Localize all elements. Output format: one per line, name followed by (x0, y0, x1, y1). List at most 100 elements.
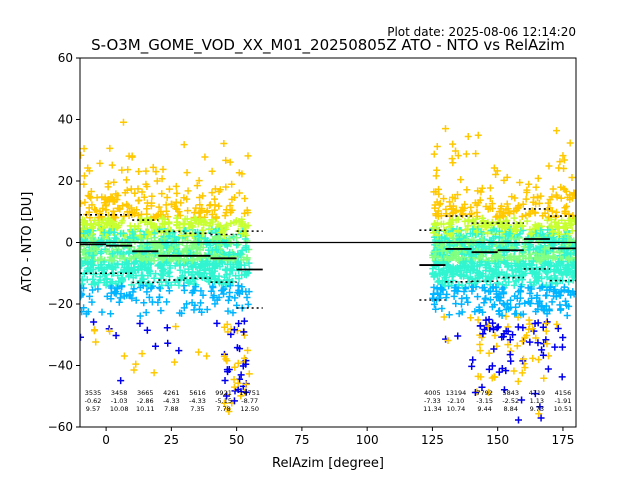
data-point (476, 253, 484, 261)
data-point (431, 204, 439, 212)
data-point (225, 251, 233, 259)
data-point (111, 213, 119, 221)
data-point (233, 234, 241, 242)
data-point (91, 216, 99, 224)
data-point (532, 200, 540, 208)
data-point (158, 281, 166, 289)
data-point (143, 182, 151, 190)
data-point (143, 326, 151, 334)
bin-mean: -0.62 (85, 397, 102, 405)
data-point (488, 200, 496, 208)
data-point (108, 284, 116, 292)
data-point (498, 240, 506, 248)
data-point (172, 323, 180, 331)
bin-count: 3458 (111, 389, 128, 397)
data-point (145, 293, 153, 301)
data-point (121, 266, 129, 274)
data-point (227, 453, 234, 460)
data-point (479, 330, 487, 338)
bin-std: 9.73 (530, 405, 544, 413)
data-point (218, 258, 226, 266)
data-point (556, 301, 564, 309)
data-point (116, 254, 124, 262)
data-point (153, 177, 161, 185)
data-point (192, 204, 200, 212)
data-point (519, 200, 527, 208)
data-point (473, 208, 481, 216)
data-point (221, 223, 229, 231)
data-point (225, 235, 233, 243)
data-point (104, 236, 112, 244)
data-point (528, 269, 536, 277)
data-point (434, 231, 442, 239)
data-point (524, 284, 532, 292)
data-point (119, 275, 127, 283)
data-point (432, 172, 440, 180)
data-point (193, 245, 201, 253)
data-point (542, 327, 550, 335)
data-point (80, 308, 86, 316)
data-point (206, 201, 214, 209)
data-point (518, 396, 526, 404)
data-point (504, 327, 512, 335)
data-point (474, 316, 482, 324)
data-point (144, 280, 152, 288)
data-point (237, 392, 245, 400)
data-point (486, 184, 494, 192)
data-point (244, 300, 252, 308)
data-point (80, 151, 85, 159)
data-point (199, 226, 207, 234)
data-point (562, 187, 570, 195)
data-point (523, 217, 531, 225)
data-point (237, 371, 245, 379)
data-point (209, 284, 217, 292)
data-point (120, 352, 128, 360)
bin-count: 4261 (163, 389, 180, 397)
data-point (541, 209, 549, 217)
data-point (99, 216, 107, 224)
data-point (458, 250, 466, 258)
data-point (476, 340, 484, 348)
data-point (196, 208, 204, 216)
data-point (506, 336, 514, 344)
data-point (226, 202, 234, 210)
x-axis-ticks: 0 25 50 75 100 125 150 175 (102, 427, 574, 447)
data-point (440, 313, 448, 321)
data-point (82, 310, 90, 318)
data-point (568, 173, 576, 181)
data-point (557, 194, 565, 202)
data-point (128, 294, 136, 302)
data-point (467, 203, 475, 211)
data-point (526, 266, 534, 274)
data-point (561, 224, 569, 232)
data-point (128, 153, 136, 161)
data-point (81, 198, 89, 206)
data-point (529, 281, 537, 289)
data-point (203, 352, 211, 360)
data-point (109, 250, 117, 258)
data-point (460, 271, 468, 279)
data-point (518, 337, 526, 345)
data-point (244, 152, 252, 160)
data-point (201, 153, 209, 161)
data-point (527, 285, 535, 293)
data-point (86, 292, 94, 300)
data-point (535, 410, 543, 418)
data-point (471, 308, 479, 316)
data-point (184, 265, 192, 273)
data-point (162, 244, 170, 252)
bin-std: 7.78 (216, 405, 230, 413)
data-point (431, 252, 439, 260)
data-point (212, 214, 220, 222)
data-point (102, 247, 110, 255)
data-point (92, 338, 100, 346)
data-point (230, 326, 238, 334)
y-tick-label: 40 (58, 113, 73, 127)
data-point (485, 365, 493, 373)
data-point (132, 296, 140, 304)
data-point (507, 303, 515, 311)
data-point (500, 275, 508, 283)
